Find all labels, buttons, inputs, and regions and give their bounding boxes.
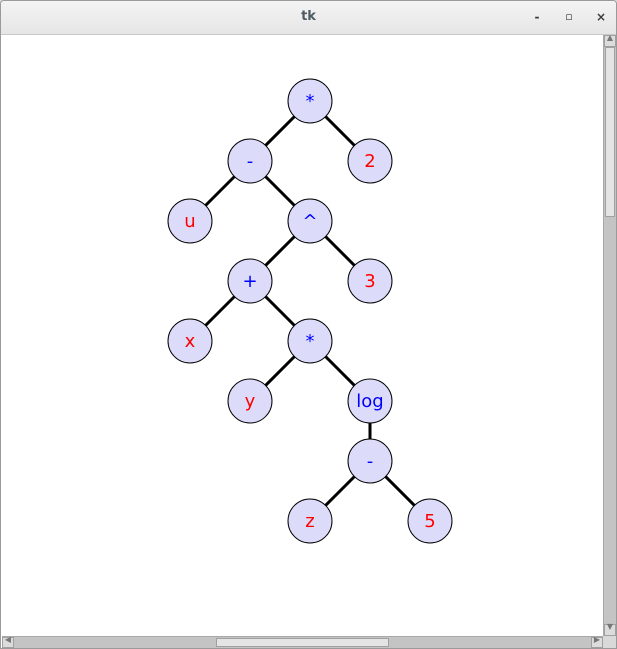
- node-label: 2: [364, 151, 375, 172]
- node-circle: [287, 198, 333, 244]
- tree-canvas: * - 2 u ^ +3 x * y log - z 5: [2, 35, 603, 636]
- window-title: tk: [301, 9, 316, 24]
- vertical-scroll-thumb[interactable]: [605, 47, 615, 217]
- node-circle: [287, 498, 333, 544]
- node-label: *: [306, 331, 315, 352]
- tree-node-operand: y: [227, 378, 273, 424]
- node-label: ^: [302, 211, 317, 232]
- node-circle: [407, 498, 453, 544]
- horizontal-scrollbar[interactable]: ◀ ▶: [2, 635, 603, 648]
- tree-node-operator: *: [287, 318, 333, 364]
- node-label: log: [356, 391, 383, 412]
- node-circle: [347, 258, 393, 304]
- node-circle: [347, 438, 393, 484]
- tree-node-operator: -: [347, 438, 393, 484]
- node-label: +: [242, 271, 257, 292]
- node-label: 3: [364, 271, 375, 292]
- tree-node-operand: z: [287, 498, 333, 544]
- scroll-down-arrow-icon[interactable]: ▼: [604, 622, 616, 636]
- scroll-right-arrow-icon[interactable]: ▶: [591, 635, 603, 648]
- node-label: -: [367, 451, 374, 472]
- node-circle: [347, 378, 393, 424]
- node-label: y: [245, 391, 256, 412]
- node-circle: [167, 318, 213, 364]
- node-circle: [287, 78, 333, 124]
- close-button[interactable]: ×: [595, 10, 607, 24]
- node-label: z: [305, 511, 314, 532]
- node-label: x: [185, 331, 196, 352]
- tree-node-operator: log: [347, 378, 393, 424]
- tree-node-operand: 3: [347, 258, 393, 304]
- scrollbar-corner: [603, 636, 616, 648]
- node-circle: [167, 198, 213, 244]
- horizontal-scroll-thumb[interactable]: [216, 638, 389, 647]
- node-circle: [227, 138, 273, 184]
- tree-node-operator: *: [287, 78, 333, 124]
- tree-node-operator: +: [227, 258, 273, 304]
- expression-tree: * - 2 u ^ + 3 x * y log - z 5: [167, 78, 453, 544]
- tree-node-operator: ^: [287, 198, 333, 244]
- minimize-button[interactable]: -: [534, 10, 540, 24]
- scroll-left-arrow-icon[interactable]: ◀: [2, 635, 14, 648]
- tree-node-operand: x: [167, 318, 213, 364]
- node-circle: [227, 258, 273, 304]
- node-label: -: [247, 151, 254, 172]
- node-label: 5: [424, 511, 435, 532]
- tree-node-operand: 5: [407, 498, 453, 544]
- tree-node-operator: -: [227, 138, 273, 184]
- title-bar[interactable]: tk - ▫ ×: [1, 1, 616, 35]
- maximize-button[interactable]: ▫: [565, 10, 573, 23]
- scroll-up-arrow-icon[interactable]: ▲: [604, 33, 616, 47]
- node-label: *: [306, 91, 315, 112]
- node-circle: [227, 378, 273, 424]
- tree-node-operand: u: [167, 198, 213, 244]
- node-label: u: [184, 211, 195, 232]
- vertical-scrollbar[interactable]: ▲ ▼: [603, 33, 616, 636]
- tree-node-operand: 2: [347, 138, 393, 184]
- node-circle: [287, 318, 333, 364]
- node-circle: [347, 138, 393, 184]
